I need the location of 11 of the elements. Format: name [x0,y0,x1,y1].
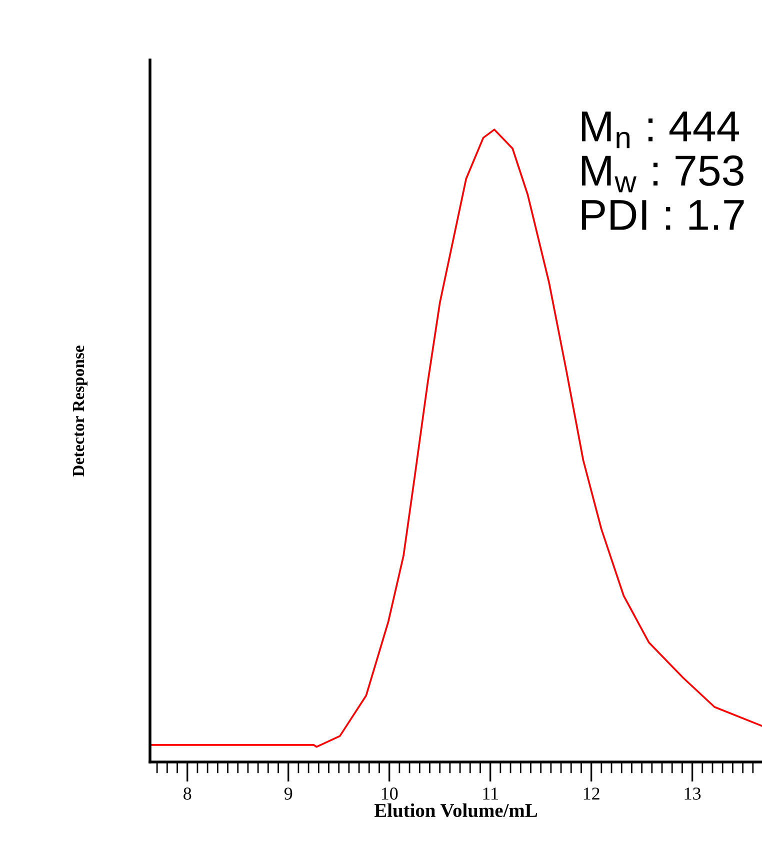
x-tick-label: 12 [584,788,600,800]
annotation: PDI : 1.7 [582,200,744,230]
x-tick-label: 9 [284,788,292,800]
x-tick-label: 10 [382,788,398,800]
x-tick-label: 8 [184,788,192,800]
x-tick-label: 11 [483,788,498,800]
x-tick-label: 13 [684,788,701,800]
y-axis-title: Detector Response [73,346,88,477]
annotation: M$_{n}$ : 444 [582,112,740,148]
x-axis-title: Elution Volume/mL [374,803,538,818]
annotation: M$_{w}$ : 753 [582,155,744,192]
